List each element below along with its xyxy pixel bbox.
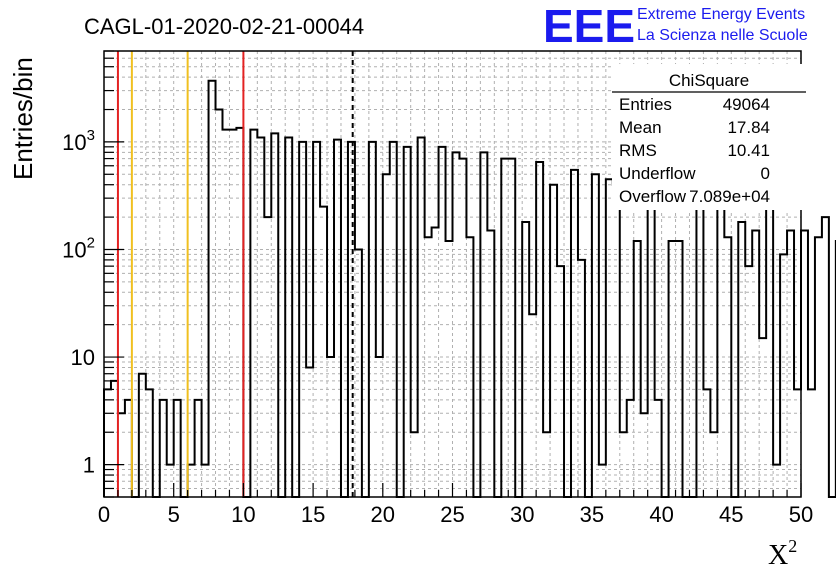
y-tick-labels: 1 10 102 103	[62, 127, 95, 478]
x-axis-label: X2	[768, 536, 797, 571]
stats-box-background	[612, 64, 806, 210]
x-tick-label: 45	[719, 502, 743, 527]
histogram-outline	[103, 79, 836, 498]
stats-row-value: 49064	[723, 95, 770, 114]
y-tick-label: 102	[62, 234, 95, 262]
x-tick-label: 25	[440, 502, 464, 527]
eee-logo: EEE Extreme Energy Events La Scienza nel…	[543, 0, 808, 52]
y-tick-label: 10	[71, 345, 95, 370]
stats-row-label: Mean	[619, 118, 662, 137]
x-tick-label: 5	[168, 502, 180, 527]
stats-box-title: ChiSquare	[669, 71, 749, 90]
x-tick-label: 15	[301, 502, 325, 527]
axes	[103, 50, 802, 498]
x-tick-label: 30	[510, 502, 534, 527]
reference-lines	[116, 51, 354, 497]
stats-row-label: Overflow	[619, 187, 687, 206]
x-tick-label: 20	[371, 502, 395, 527]
y-tick-label: 1	[83, 453, 95, 478]
stats-row-value: 10.41	[727, 141, 770, 160]
y-axis-label: Entries/bin	[8, 57, 38, 180]
x-tick-label: 40	[649, 502, 673, 527]
eee-logo-text: EEE	[543, 0, 635, 52]
stats-row-label: RMS	[619, 141, 657, 160]
x-tick-labels: 0 5 10 15 20 25 30 35 40 45 50	[98, 502, 813, 527]
histogram-bars	[103, 79, 836, 498]
x-tick-label: 0	[98, 502, 110, 527]
eee-logo-line1: Extreme Energy Events	[637, 6, 805, 23]
x-tick-label: 10	[231, 502, 255, 527]
stats-row-value: 7.089e+04	[689, 187, 770, 206]
chart-title: CAGL-01-2020-02-21-00044	[84, 14, 364, 39]
stats-box: ChiSquare Entries 49064 Mean 17.84 RMS 10.41 Un…	[612, 64, 806, 210]
x-tick-label: 50	[789, 502, 813, 527]
stats-row-label: Underflow	[619, 164, 696, 183]
eee-logo-line2: La Scienza nelle Scuole	[637, 27, 808, 44]
y-tick-label: 103	[62, 127, 95, 155]
x-tick-label: 35	[580, 502, 604, 527]
stats-row-label: Entries	[619, 95, 672, 114]
stats-row-value: 17.84	[727, 118, 770, 137]
stats-row-value: 0	[761, 164, 770, 183]
